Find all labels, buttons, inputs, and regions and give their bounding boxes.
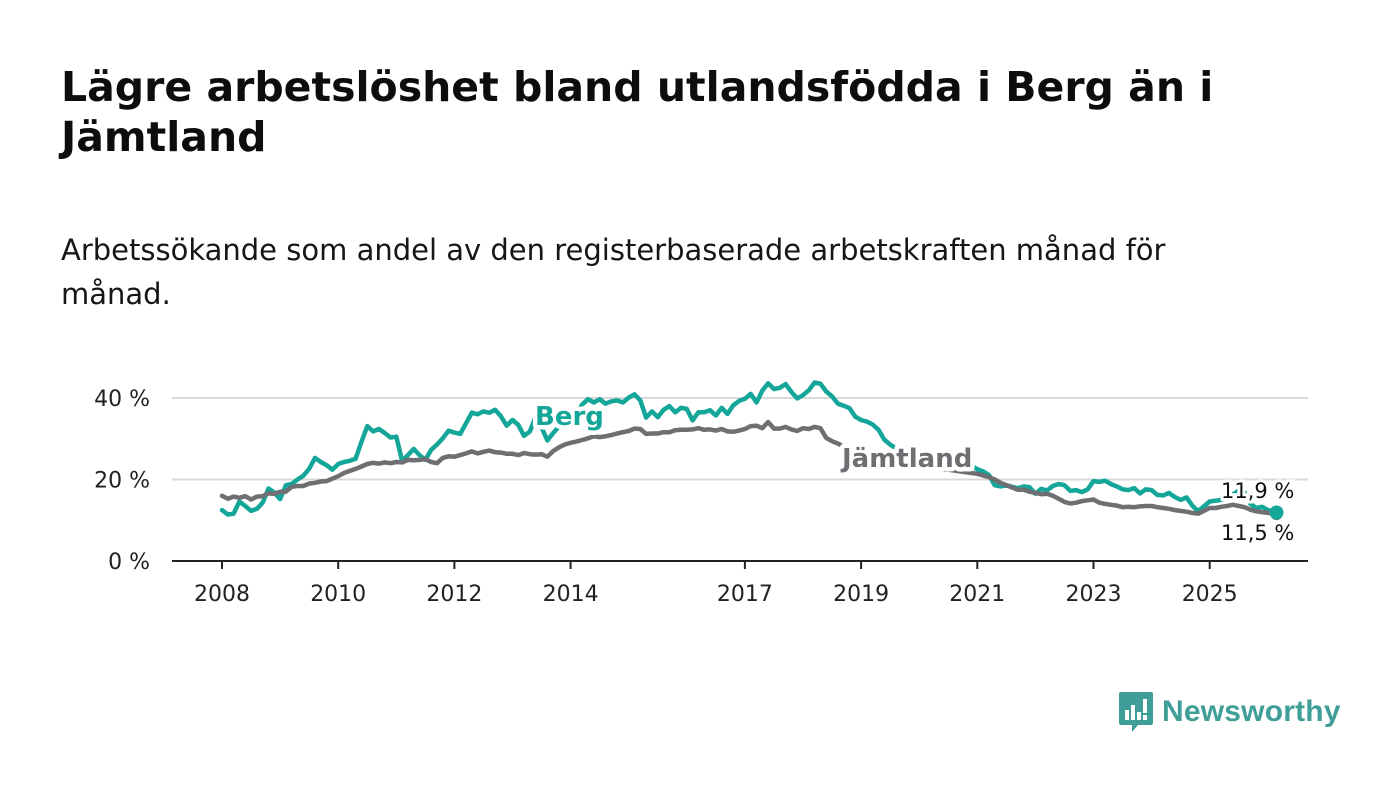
x-tick-label: 2014 — [543, 582, 599, 607]
newsworthy-chart-icon — [1119, 692, 1153, 732]
series-line-jamtland — [219, 419, 1279, 517]
end-label-berg: 11,9 % — [1221, 479, 1294, 503]
x-tick-label: 2019 — [833, 582, 889, 607]
newsworthy-logo: Newsworthy — [1118, 690, 1341, 734]
x-tick-label: 2010 — [310, 582, 366, 607]
series-label-berg: Berg — [535, 402, 604, 432]
x-tick-label: 2025 — [1182, 582, 1238, 607]
x-tick-label: 2017 — [717, 582, 773, 607]
chart-subtitle: Arbetssökande som andel av den registerb… — [61, 233, 1166, 311]
chart-title: Lägre arbetslöshet bland utlandsfödda i … — [61, 63, 1214, 161]
newsworthy-wordmark: Newsworthy — [1162, 695, 1341, 728]
x-tick-label: 2023 — [1066, 582, 1122, 607]
y-tick-label: 40 % — [94, 387, 150, 412]
y-tick-label: 20 % — [94, 469, 150, 494]
x-tick-label: 2021 — [949, 582, 1005, 607]
y-tick-label: 0 % — [108, 550, 150, 575]
end-marker-berg — [1269, 505, 1284, 520]
x-tick-label: 2012 — [426, 582, 482, 607]
end-label-jamtland: 11,5 % — [1221, 521, 1294, 545]
x-tick-label: 2008 — [194, 582, 250, 607]
series-line-berg — [219, 380, 1279, 517]
series-label-jamtland: Jämtland — [840, 444, 972, 474]
